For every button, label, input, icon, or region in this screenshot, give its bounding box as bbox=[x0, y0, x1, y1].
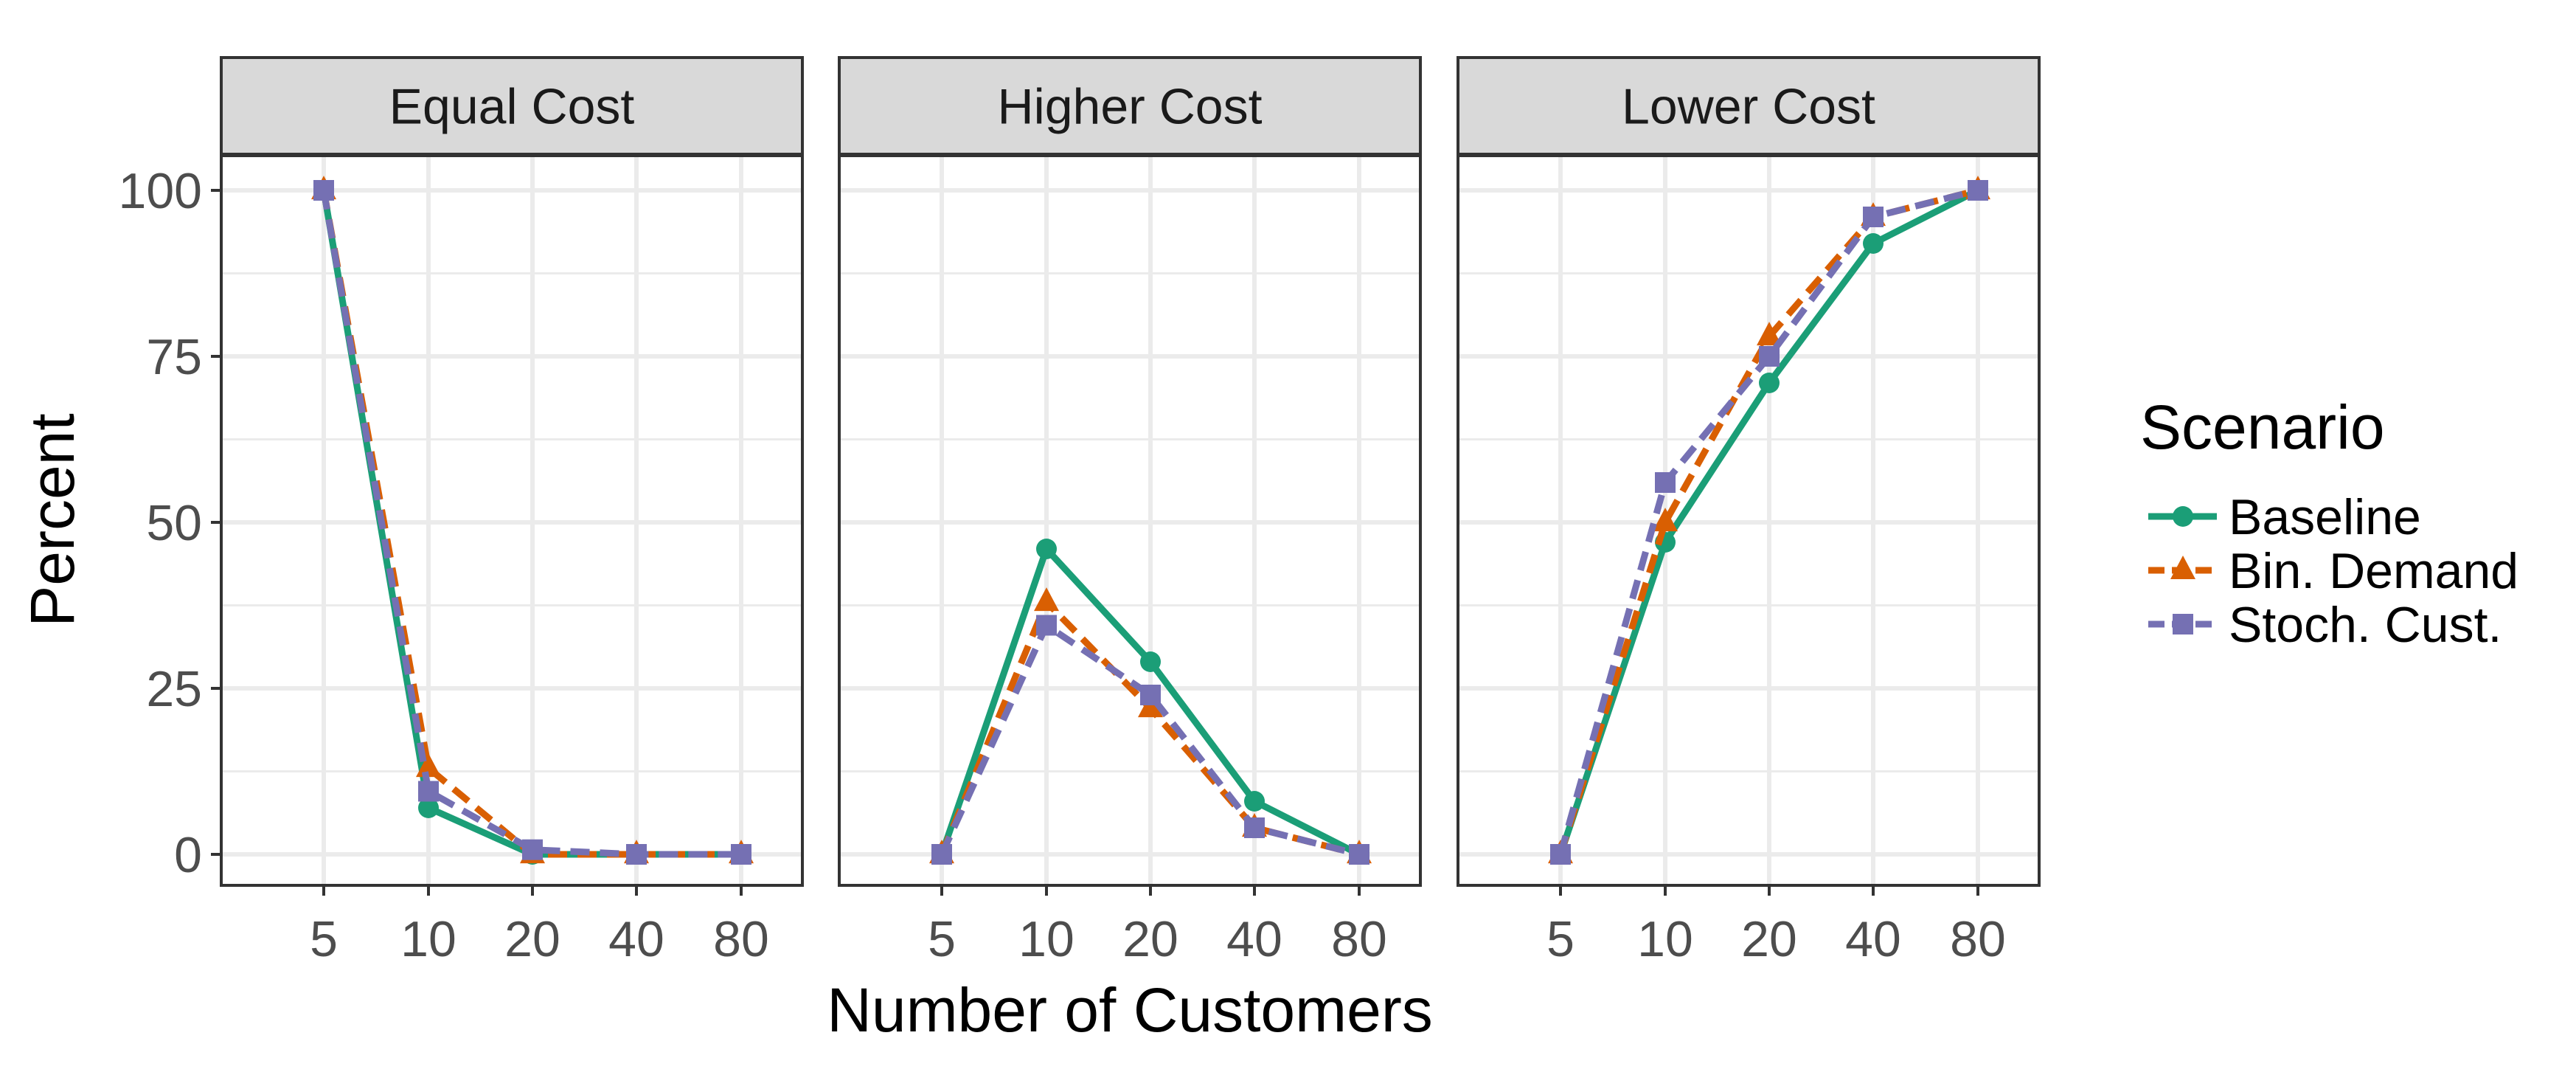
y-tick-label: 50 bbox=[146, 495, 202, 551]
y-tick-label: 100 bbox=[119, 163, 202, 219]
y-tick-label: 0 bbox=[174, 827, 202, 883]
panel-border-higher-cost bbox=[838, 154, 1422, 887]
x-tick-label: 40 bbox=[1226, 911, 1282, 967]
x-tick-label: 10 bbox=[1018, 911, 1075, 967]
marker-baseline-20 bbox=[1759, 373, 1780, 393]
x-tick-label: 80 bbox=[713, 911, 769, 967]
marker-baseline-10 bbox=[418, 798, 439, 818]
marker-stoch-cust-5 bbox=[1550, 844, 1571, 865]
marker-stoch-cust-10 bbox=[1036, 615, 1057, 636]
panel-border-lower-cost bbox=[1457, 154, 2041, 887]
panel-border-equal-cost bbox=[220, 154, 804, 887]
marker-stoch-cust-80 bbox=[1349, 844, 1369, 865]
marker-stoch-cust-40 bbox=[1244, 817, 1265, 838]
marker-stoch-cust-20 bbox=[1759, 346, 1780, 367]
marker-bin-demand-20 bbox=[1138, 694, 1163, 718]
x-axis-title: Number of Customers bbox=[827, 975, 1433, 1045]
marker-stoch-cust-10 bbox=[418, 781, 439, 802]
x-tick-label: 80 bbox=[1331, 911, 1387, 967]
marker-bin-demand-20 bbox=[1757, 322, 1782, 346]
legend-marker-stoch-cust bbox=[2173, 614, 2193, 634]
marker-bin-demand-10 bbox=[1034, 587, 1059, 612]
marker-bin-demand-10 bbox=[416, 753, 441, 778]
series-line-stoch-cust bbox=[320, 190, 741, 858]
marker-bin-demand-10 bbox=[1653, 508, 1678, 532]
marker-stoch-cust-5 bbox=[313, 180, 334, 201]
x-tick-label: 5 bbox=[1546, 911, 1575, 967]
facet-strip-equal-cost bbox=[220, 56, 804, 156]
y-axis-title: Percent bbox=[18, 413, 87, 627]
marker-baseline-10 bbox=[1036, 539, 1057, 559]
legend-title: Scenario bbox=[2140, 393, 2385, 462]
legend-label-stoch-cust: Stoch. Cust. bbox=[2229, 597, 2502, 653]
marker-stoch-cust-40 bbox=[626, 844, 647, 865]
x-tick-label: 5 bbox=[310, 911, 338, 967]
facet-title-higher-cost: Higher Cost bbox=[997, 79, 1262, 135]
x-tick-label: 10 bbox=[400, 911, 456, 967]
marker-stoch-cust-20 bbox=[522, 839, 543, 860]
marker-stoch-cust-40 bbox=[1863, 207, 1884, 227]
y-tick-label: 75 bbox=[146, 329, 202, 385]
x-tick-label: 80 bbox=[1950, 911, 2006, 967]
marker-baseline-40 bbox=[1244, 791, 1265, 812]
x-tick-label: 20 bbox=[504, 911, 560, 967]
marker-baseline-20 bbox=[1140, 651, 1161, 672]
facet-title-lower-cost: Lower Cost bbox=[1622, 79, 1875, 135]
marker-stoch-cust-20 bbox=[1140, 685, 1161, 705]
marker-baseline-40 bbox=[1863, 233, 1884, 254]
x-tick-label: 20 bbox=[1122, 911, 1178, 967]
marker-stoch-cust-10 bbox=[1655, 472, 1676, 493]
legend-marker-baseline bbox=[2173, 506, 2193, 527]
marker-stoch-cust-5 bbox=[931, 844, 952, 865]
legend-label-baseline: Baseline bbox=[2229, 489, 2421, 545]
x-tick-label: 5 bbox=[928, 911, 956, 967]
x-tick-label: 40 bbox=[608, 911, 664, 967]
legend-label-bin-demand: Bin. Demand bbox=[2229, 543, 2518, 599]
marker-stoch-cust-80 bbox=[1968, 180, 1988, 201]
y-tick-label: 25 bbox=[146, 661, 202, 717]
x-tick-label: 20 bbox=[1741, 911, 1797, 967]
x-tick-label: 10 bbox=[1637, 911, 1693, 967]
legend-marker-bin-demand bbox=[2170, 556, 2195, 579]
facet-title-equal-cost: Equal Cost bbox=[389, 79, 635, 135]
facet-strip-higher-cost bbox=[838, 56, 1422, 156]
marker-stoch-cust-80 bbox=[731, 844, 751, 865]
x-tick-label: 40 bbox=[1845, 911, 1901, 967]
